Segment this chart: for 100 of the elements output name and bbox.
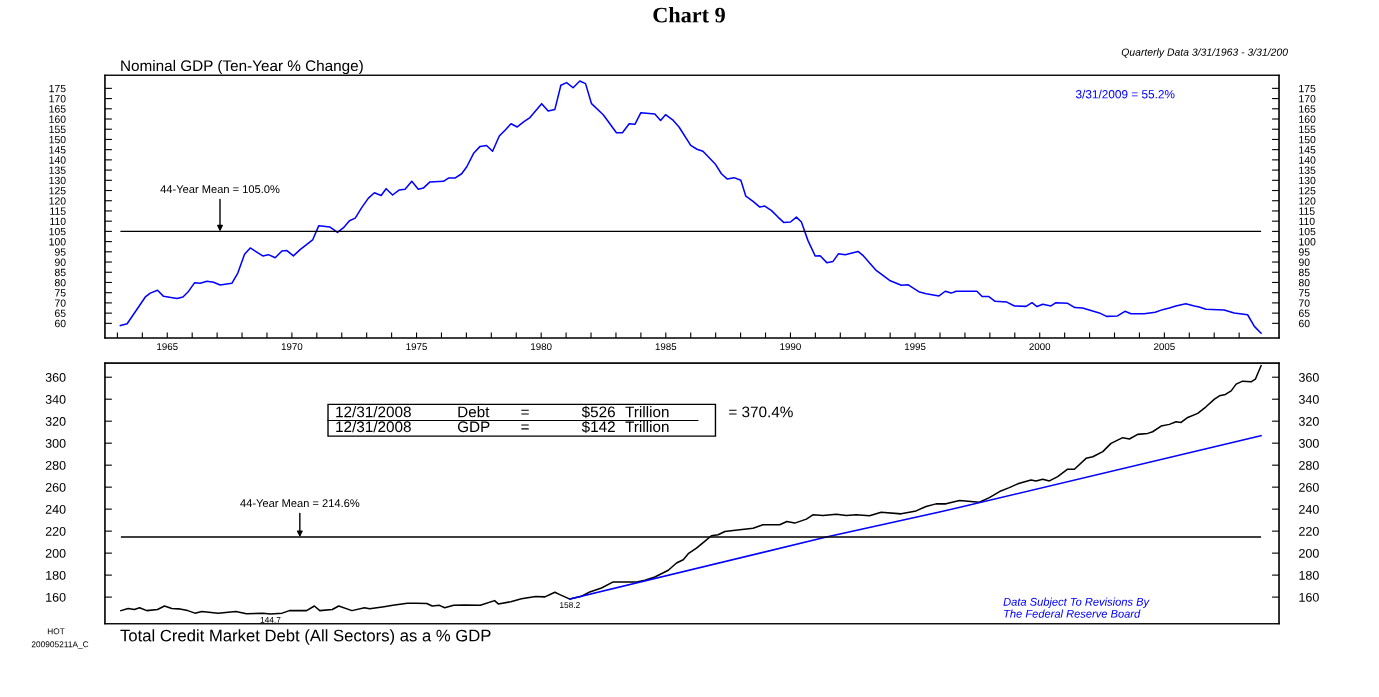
text: HOT	[47, 628, 65, 635]
y2-tick-label: 80	[54, 278, 66, 287]
y-tick-label: 180	[1299, 570, 1319, 580]
y2-tick-label: 320	[45, 416, 66, 426]
x-tick-label: 1990	[780, 343, 801, 351]
text: Total Credit Market Debt (All Sectors) as a % GDP	[120, 629, 491, 645]
annotation: = 370.4%	[729, 406, 793, 418]
y-tick-label: 130	[1299, 176, 1316, 185]
y-tick-label: 140	[1299, 156, 1316, 164]
y-tick-label: 135	[1299, 166, 1316, 174]
y2-tick-label: 160	[49, 115, 66, 123]
y2-tick-label: 180	[46, 570, 66, 580]
annotation: Debt	[458, 406, 490, 418]
chart-title: Chart 9	[653, 6, 725, 23]
y-tick-label: 300	[1298, 438, 1319, 448]
text: 200905211A_C	[31, 641, 89, 649]
y2-tick-label: 135	[49, 166, 66, 174]
x-tick-label: 1995	[905, 343, 926, 351]
y2-tick-label: 220	[45, 526, 66, 536]
y-tick-label: 165	[1299, 105, 1316, 113]
line-series	[119, 80, 1262, 334]
annotation: 12/31/2008	[336, 406, 411, 418]
y2-tick-label: 100	[49, 238, 66, 246]
y2-tick-label: 200	[45, 548, 66, 558]
y-tick-label: 145	[1299, 146, 1316, 154]
annotation: $526	[581, 405, 615, 419]
y-tick-label: 120	[1299, 197, 1316, 205]
ref-line-label: 44-Year Mean = 105.0%	[160, 185, 280, 194]
y2-tick-label: 240	[45, 504, 66, 514]
y-tick-label: 200	[1299, 548, 1319, 558]
x-tick-label: 1985	[655, 343, 677, 351]
y-tick-label: 155	[1299, 125, 1316, 134]
y-tick-label: 105	[1299, 227, 1316, 236]
y2-tick-label: 260	[45, 482, 66, 492]
y-tick-label: 175	[1299, 84, 1316, 93]
y-tick-label: 280	[1299, 460, 1319, 470]
annotation: 144.7	[260, 617, 281, 623]
x-tick-label: 1980	[531, 343, 552, 351]
y-tick-label: 320	[1298, 416, 1319, 426]
y2-tick-label: 95	[54, 248, 66, 256]
y2-tick-label: 280	[45, 460, 66, 470]
y-tick-label: 90	[1298, 258, 1310, 266]
y-tick-label: 160	[1299, 592, 1319, 602]
text: Quarterly Data 3/31/1963 - 3/31/200	[1121, 48, 1288, 58]
y2-tick-label: 130	[49, 176, 66, 185]
y-tick-label: 70	[1299, 299, 1310, 307]
y2-tick-label: 90	[54, 258, 66, 266]
y2-tick-label: 150	[49, 135, 66, 144]
y-tick-label: 110	[1299, 217, 1315, 226]
annotation: Trillion	[625, 406, 669, 418]
y2-tick-label: 115	[50, 207, 66, 215]
y2-tick-label: 120	[49, 197, 66, 205]
y-tick-label: 150	[1299, 135, 1316, 144]
y-tick-label: 240	[1299, 504, 1319, 514]
annotation: 3/31/2009 = 55.2%	[1075, 89, 1175, 99]
x-tick-label: 2000	[1029, 343, 1051, 351]
ref-line-label: 44-Year Mean = 214.6%	[240, 499, 360, 508]
annotation: 158.2	[560, 602, 580, 608]
y2-tick-label: 340	[45, 395, 66, 404]
annotation: =	[521, 424, 529, 430]
y2-tick-label: 160	[46, 592, 66, 602]
y2-tick-label: 75	[55, 289, 66, 297]
y2-tick-label: 125	[49, 187, 66, 195]
y2-tick-label: 170	[49, 95, 66, 103]
y-tick-label: 220	[1299, 526, 1319, 536]
y-tick-label: 360	[1298, 373, 1319, 382]
annotation: GDP	[457, 421, 490, 433]
y-tick-label: 80	[1298, 278, 1310, 287]
y2-tick-label: 105	[49, 227, 66, 236]
y-tick-label: 160	[1299, 115, 1316, 123]
x-tick-label: 1965	[157, 343, 178, 351]
y-tick-label: 125	[1299, 187, 1316, 195]
y-tick-label: 65	[1299, 309, 1310, 317]
y-tick-label: 100	[1299, 238, 1316, 246]
y-tick-label: 340	[1298, 395, 1319, 404]
y2-tick-label: 110	[50, 217, 66, 226]
chart-subtitle: Nominal GDP (Ten-Year % Change)	[121, 59, 363, 75]
y2-tick-label: 175	[49, 84, 66, 93]
annotation: Trillion	[625, 420, 669, 433]
y2-tick-label: 300	[45, 438, 66, 448]
x-tick-label: 2005	[1154, 343, 1175, 351]
y2-tick-label: 360	[45, 373, 66, 382]
y-tick-label: 115	[1299, 207, 1315, 215]
annotation: $142	[581, 420, 615, 434]
y-tick-label: 75	[1299, 289, 1310, 297]
annotation: Data Subject To Revisions By The Federal Reserve Board	[1003, 597, 1150, 618]
y-tick-label: 170	[1299, 95, 1316, 103]
y-tick-label: 85	[1298, 268, 1310, 277]
x-tick-label: 1970	[281, 343, 303, 351]
y-tick-label: 95	[1298, 248, 1310, 256]
y2-tick-label: 145	[49, 146, 66, 154]
y2-tick-label: 60	[55, 319, 66, 328]
annotation: 12/31/2008	[336, 420, 411, 433]
y2-tick-label: 70	[55, 299, 66, 307]
annotation: =	[521, 409, 529, 415]
y2-tick-label: 140	[49, 156, 66, 164]
y2-tick-label: 85	[54, 268, 66, 277]
y-tick-label: 260	[1299, 482, 1319, 492]
y2-tick-label: 65	[55, 309, 66, 317]
y-tick-label: 60	[1299, 319, 1310, 328]
